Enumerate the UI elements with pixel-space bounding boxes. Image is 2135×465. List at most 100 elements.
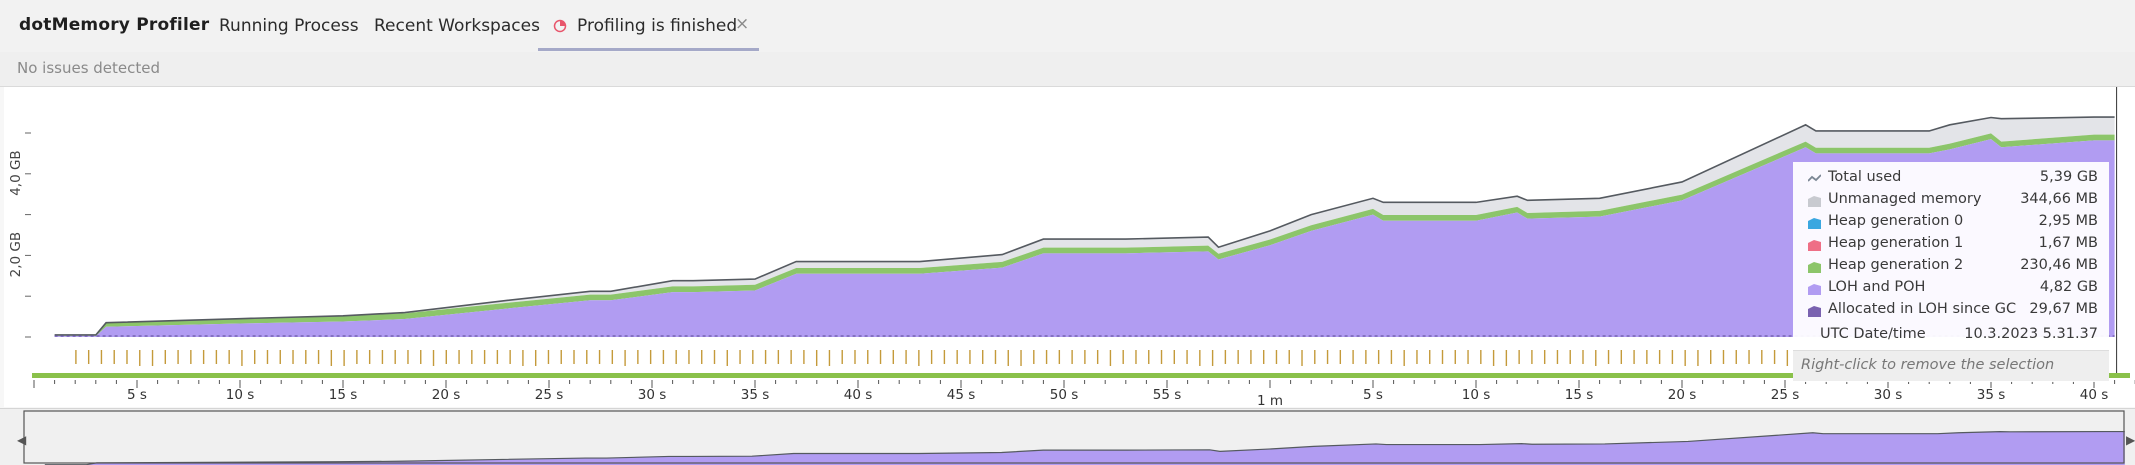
gc-mark [177, 350, 179, 364]
chevron-right-icon[interactable]: ▶ [2126, 433, 2135, 447]
gc-mark [828, 350, 831, 366]
gc-mark [943, 350, 946, 364]
gc-mark [241, 350, 243, 366]
gc-mark [1773, 350, 1776, 364]
gc-mark [1096, 350, 1099, 364]
gc-mark [330, 350, 333, 366]
gc-mark [1518, 350, 1520, 364]
gc-mark [1377, 350, 1380, 364]
gc-mark [279, 350, 281, 364]
gc-mark [1722, 350, 1725, 364]
chevron-left-icon[interactable]: ◀ [17, 433, 27, 447]
gc-mark [1505, 350, 1508, 366]
gc-mark [87, 350, 90, 364]
gc-mark [458, 350, 460, 364]
gc-mark [1595, 350, 1597, 366]
gc-mark [126, 350, 128, 364]
tab-recent-workspaces[interactable]: Recent Workspaces [374, 16, 540, 36]
active-tab-indicator [538, 48, 759, 51]
gc-mark [841, 350, 843, 364]
x-tick-label: 30 s [1874, 387, 1903, 403]
tab-profiling-finished[interactable]: Profiling is finished × [538, 0, 759, 51]
x-tick-label: 1 m [1257, 393, 1283, 407]
gc-mark [394, 350, 396, 364]
x-tick-label: 5 s [127, 387, 147, 403]
gc-mark [726, 350, 728, 366]
x-tick-label: 10 s [1462, 387, 1491, 403]
gc-mark [113, 350, 115, 364]
gc-mark [1058, 350, 1061, 364]
close-icon[interactable]: × [735, 14, 750, 34]
timeline-overview[interactable] [0, 408, 2135, 465]
gc-mark [1326, 350, 1329, 364]
gc-mark [1556, 350, 1559, 364]
gc-mark [1288, 350, 1290, 364]
gc-mark [918, 350, 920, 366]
gc-mark [662, 350, 665, 364]
area-icon [1808, 240, 1821, 251]
gc-mark [1135, 350, 1137, 364]
legend-item-allocated-loh: Allocated in LOH since GC 29,67 MB [1808, 301, 2098, 321]
area-icon [1808, 284, 1821, 295]
legend-utc-datetime: UTC Date/time 10.3.2023 5.31.37 [1820, 326, 2098, 342]
overview-chart[interactable] [0, 409, 2135, 465]
gc-mark [1646, 350, 1648, 364]
gc-mark [1390, 350, 1393, 364]
gc-mark [930, 350, 933, 364]
gc-mark [547, 350, 550, 364]
header: dotMemory Profiler Running Process Recen… [0, 0, 2135, 53]
x-tick-label: 40 s [2080, 387, 2109, 403]
gc-mark [1607, 350, 1610, 364]
gc-mark [854, 350, 856, 364]
memory-timeline-chart[interactable]: 2,0 GB 4,0 GB 5 s 10 s 15 s 20 s 25 s 30 s 35 s… [4, 87, 2135, 407]
gc-mark [1658, 350, 1661, 364]
tab-running-process[interactable]: Running Process [219, 16, 359, 36]
gc-mark [151, 350, 154, 366]
gc-mark [1173, 350, 1175, 364]
gc-mark [1416, 350, 1418, 364]
gc-mark [790, 350, 792, 364]
gc-mark [905, 350, 907, 364]
gc-mark [1033, 350, 1035, 364]
gc-mark [139, 350, 141, 366]
x-tick-label: 35 s [741, 387, 770, 403]
gc-mark [1224, 350, 1227, 364]
gc-mark [586, 350, 588, 364]
gc-mark [1211, 350, 1214, 366]
gc-mark [879, 350, 882, 364]
gc-mark [803, 350, 805, 364]
gc-mark [1339, 350, 1342, 364]
gc-mark [190, 350, 192, 364]
memory-chart-area[interactable]: 2,0 GB 4,0 GB 5 s 10 s 15 s 20 s 25 s 30 s 35 s… [4, 87, 2135, 407]
timeline-icon [553, 19, 567, 33]
gc-mark [1710, 350, 1712, 364]
gc-mark [1761, 350, 1763, 364]
gc-mark [573, 350, 575, 364]
gc-mark [1122, 350, 1124, 364]
gc-mark [1633, 350, 1635, 364]
gc-mark [522, 350, 524, 366]
gc-mark [994, 350, 997, 364]
gc-mark [1160, 350, 1163, 364]
gc-mark [764, 350, 767, 364]
total-used-line [54, 116, 2115, 336]
gc-mark [1352, 350, 1354, 364]
gc-mark [1684, 350, 1686, 366]
gc-mark [982, 350, 984, 364]
gc-mark [343, 350, 345, 366]
gc-mark [1084, 350, 1086, 364]
gc-mark [701, 350, 703, 364]
x-tick-label: 50 s [1050, 387, 1079, 403]
gc-mark [1467, 350, 1469, 364]
gc-mark [777, 350, 780, 364]
area-icon [1808, 196, 1821, 207]
gc-mark [1365, 350, 1367, 364]
x-tick-label: 35 s [1977, 387, 2006, 403]
x-tick-label: 10 s [226, 387, 255, 403]
x-tick-label: 25 s [535, 387, 564, 403]
overview-selection [23, 410, 2125, 464]
gc-mark [1786, 350, 1789, 366]
x-tick-label: 25 s [1771, 387, 1800, 403]
gc-mark [1620, 350, 1623, 364]
gc-mark [1007, 350, 1009, 366]
